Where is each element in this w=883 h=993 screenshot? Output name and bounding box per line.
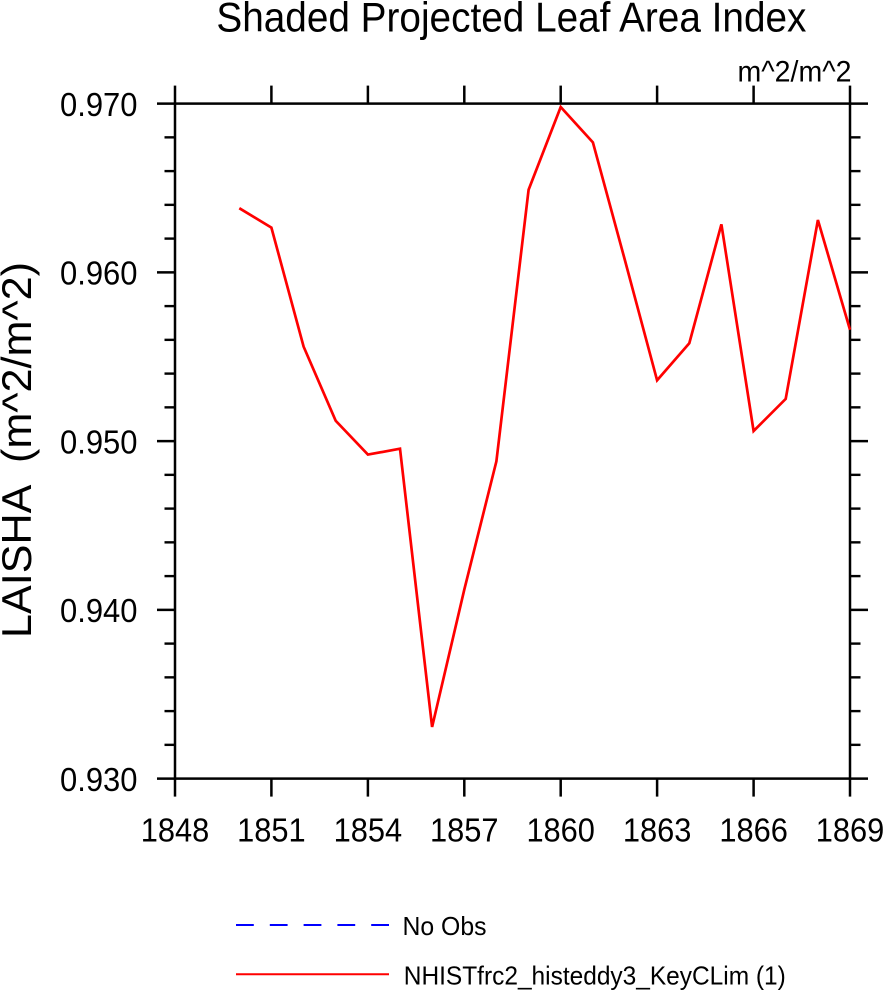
svg-text:No Obs: No Obs: [403, 911, 487, 941]
svg-text:Shaded Projected Leaf Area Ind: Shaded Projected Leaf Area Index: [216, 0, 806, 41]
svg-text:0.940: 0.940: [60, 593, 138, 630]
svg-text:1848: 1848: [141, 811, 210, 848]
svg-text:1851: 1851: [237, 811, 306, 848]
svg-text:1857: 1857: [430, 811, 499, 848]
svg-text:1863: 1863: [623, 811, 692, 848]
svg-text:0.950: 0.950: [60, 425, 138, 462]
svg-text:0.970: 0.970: [60, 87, 138, 124]
svg-text:0.960: 0.960: [60, 256, 138, 293]
svg-text:m^2/m^2: m^2/m^2: [738, 56, 852, 89]
svg-text:0.930: 0.930: [60, 762, 138, 799]
svg-text:1860: 1860: [526, 811, 595, 848]
svg-text:1866: 1866: [719, 811, 788, 848]
svg-text:LAISHA (m^2/m^2): LAISHA (m^2/m^2): [0, 262, 40, 638]
svg-text:NHISTfrc2_histeddy3_KeyCLim (1: NHISTfrc2_histeddy3_KeyCLim (1): [404, 961, 786, 991]
svg-text:1854: 1854: [334, 811, 403, 848]
svg-text:1869: 1869: [816, 811, 883, 848]
